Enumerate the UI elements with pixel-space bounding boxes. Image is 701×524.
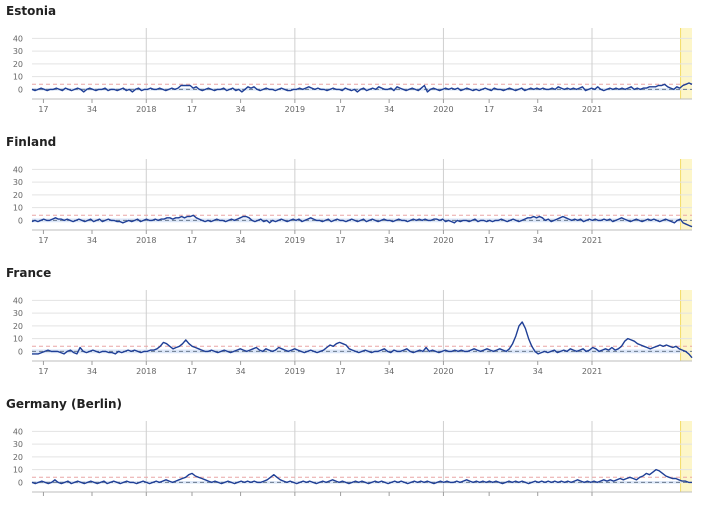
- chart-finland: 0 10 20 30 40 17 34 2018 17 34 2019 17 34 2020 17 34 202…: [13, 159, 693, 245]
- y-tick-label: 0: [18, 216, 23, 225]
- x-tick-label: 2018: [136, 236, 156, 245]
- x-tick-label: 2019: [285, 236, 305, 245]
- x-tick-label: 34: [384, 105, 394, 114]
- y-tick-label: 30: [13, 309, 23, 318]
- x-tick-label: 34: [235, 105, 245, 114]
- x-tick-label: 34: [384, 236, 394, 245]
- y-tick-label: 0: [18, 85, 23, 94]
- x-tick-label: 34: [533, 367, 543, 376]
- x-tick-label: 17: [484, 105, 494, 114]
- x-tick-label: 17: [38, 236, 48, 245]
- x-tick-label: 34: [87, 236, 97, 245]
- y-tick-label: 20: [13, 322, 23, 331]
- y-tick-label: 40: [13, 165, 23, 174]
- chart-france: 0 10 20 30 40 17 34 2018 17 34 2019 17 34 2020 17 34 202…: [13, 290, 693, 376]
- x-tick-label: 2018: [136, 367, 156, 376]
- x-tick-label: 2019: [285, 367, 305, 376]
- y-tick-label: 0: [18, 347, 23, 356]
- x-tick-label: 2021: [582, 105, 602, 114]
- x-tick-label: 17: [38, 105, 48, 114]
- y-tick-label: 40: [13, 34, 23, 43]
- series-line: [31, 214, 693, 228]
- y-tick-label: 20: [13, 191, 23, 200]
- x-tick-label: 17: [187, 367, 197, 376]
- chart-estonia: 0 10 20 30 40 17 34 2018 17 34 2019 17 34 2020 17 34 202…: [13, 28, 693, 114]
- x-tick-label: 34: [235, 236, 245, 245]
- x-tick-label: 17: [335, 367, 345, 376]
- y-tick-label: 30: [13, 178, 23, 187]
- y-tick-label: 40: [13, 296, 23, 305]
- y-tick-label: 10: [13, 466, 23, 475]
- x-tick-label: 17: [484, 367, 494, 376]
- x-tick-label: 17: [38, 367, 48, 376]
- chart-germany-berlin: 0 10 20 30 40: [13, 421, 692, 496]
- x-tick-label: 2020: [433, 236, 453, 245]
- chart-title: Finland: [6, 135, 57, 149]
- x-tick-label: 2020: [433, 367, 453, 376]
- x-tick-label: 17: [335, 105, 345, 114]
- x-tick-label: 2019: [285, 105, 305, 114]
- panel-germany-berlin: Germany (Berlin) 0 10 20 30 40: [0, 393, 701, 524]
- y-tick-label: 40: [13, 427, 23, 436]
- x-tick-label: 2021: [582, 367, 602, 376]
- panel-estonia: Estonia 0 10 20 30 40 17 34 2018 17 34 2019 17 34 202…: [0, 0, 701, 131]
- y-tick-label: 10: [13, 73, 23, 82]
- series-line: [31, 82, 693, 93]
- x-tick-label: 17: [187, 236, 197, 245]
- x-tick-label: 17: [335, 236, 345, 245]
- panel-finland: Finland 0 10 20 30 40 17 34 2018 17 34 2019 17 34 202…: [0, 131, 701, 262]
- chart-title: France: [6, 266, 52, 280]
- y-tick-label: 20: [13, 60, 23, 69]
- series-line: [31, 468, 692, 485]
- chart-title: Estonia: [6, 4, 57, 18]
- y-tick-label: 30: [13, 440, 23, 449]
- y-tick-label: 10: [13, 204, 23, 213]
- x-tick-label: 34: [87, 367, 97, 376]
- x-tick-label: 34: [533, 236, 543, 245]
- x-tick-label: 34: [87, 105, 97, 114]
- y-tick-label: 0: [18, 478, 23, 487]
- x-tick-label: 34: [384, 367, 394, 376]
- panel-france: France 0 10 20 30 40 17 34 2018 17 34 2019 17 34 2020…: [0, 262, 701, 393]
- x-tick-label: 17: [187, 105, 197, 114]
- x-tick-label: 34: [533, 105, 543, 114]
- y-tick-label: 30: [13, 47, 23, 56]
- x-tick-label: 34: [235, 367, 245, 376]
- series-line: [32, 321, 693, 359]
- x-tick-label: 2020: [433, 105, 453, 114]
- y-tick-label: 20: [13, 453, 23, 462]
- x-tick-label: 17: [484, 236, 494, 245]
- x-tick-label: 2021: [582, 236, 602, 245]
- x-tick-label: 2018: [136, 105, 156, 114]
- y-tick-label: 10: [13, 335, 23, 344]
- chart-title: Germany (Berlin): [6, 397, 122, 411]
